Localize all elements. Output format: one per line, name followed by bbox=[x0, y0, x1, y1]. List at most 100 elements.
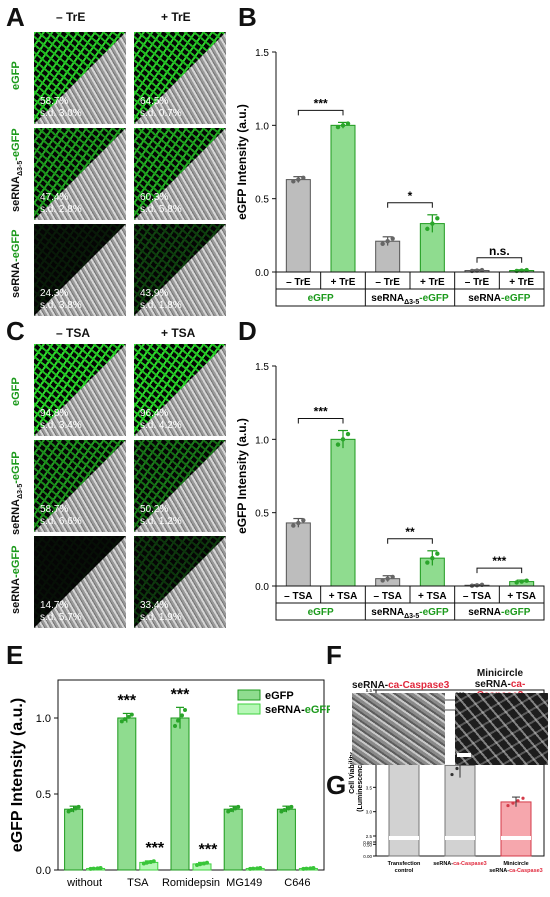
row-label-sub: Δ3-5 bbox=[17, 483, 25, 499]
panel-letter-d: D bbox=[238, 316, 257, 346]
data-point bbox=[148, 860, 153, 865]
data-point bbox=[521, 796, 525, 800]
bar bbox=[276, 808, 296, 871]
bar bbox=[330, 438, 356, 587]
data-point bbox=[516, 799, 520, 803]
significance-label: n.s. bbox=[489, 244, 510, 258]
micrograph: 58.7% s.d. 6.6% bbox=[34, 440, 126, 532]
bar bbox=[64, 808, 84, 871]
f-right-title-pre: seRNA- bbox=[474, 679, 511, 690]
data-point bbox=[301, 866, 306, 871]
data-point bbox=[514, 268, 519, 274]
group-label: seRNA-eGFP bbox=[468, 607, 531, 618]
row-label-post: -eGFP bbox=[10, 128, 22, 161]
data-point bbox=[282, 807, 287, 812]
x-tick-label: – TrE bbox=[286, 277, 311, 288]
y-tick-label: 0.5 bbox=[255, 195, 269, 206]
percent-label: 64.5% bbox=[140, 96, 169, 107]
micrograph: 33.4% s.d. 1.9% bbox=[134, 536, 226, 628]
panel-f-left-title: seRNA-ca-Caspase3 bbox=[352, 680, 449, 691]
group-label-part: seRNA bbox=[468, 293, 501, 304]
data-point bbox=[430, 221, 435, 226]
data-point bbox=[385, 239, 390, 244]
y-tick-label: 0.0 bbox=[255, 268, 269, 279]
sd-label: s.d. 2.8% bbox=[40, 204, 82, 215]
data-point bbox=[506, 803, 510, 808]
data-point bbox=[311, 866, 316, 871]
bar bbox=[117, 717, 137, 871]
group-label-part: eGFP bbox=[308, 607, 334, 618]
significance-bracket bbox=[476, 567, 523, 574]
percent-label: 24.3% bbox=[40, 288, 69, 299]
data-point bbox=[301, 518, 306, 523]
y-tick-label: 0.5 bbox=[255, 509, 269, 520]
micrograph-f-serna-caspase bbox=[352, 693, 445, 765]
data-point bbox=[296, 177, 301, 182]
y-axis-label: (Luminescence in RLU) bbox=[357, 734, 364, 812]
bar bbox=[170, 717, 190, 871]
col-header-minus-tsa: – TSA bbox=[56, 326, 91, 340]
data-point bbox=[345, 121, 351, 126]
micrograph: 43.9% s.d. 1.8% bbox=[134, 224, 226, 316]
percent-label: 60.3% bbox=[140, 192, 169, 203]
x-tick-label: + TrE bbox=[509, 277, 534, 288]
micrograph: 94.8% s.d. 3.4% bbox=[34, 344, 126, 436]
data-point bbox=[229, 807, 234, 812]
data-point bbox=[430, 555, 435, 561]
data-point bbox=[340, 123, 346, 128]
group-label: eGFP bbox=[308, 607, 334, 618]
row-label-pre: seRNA bbox=[10, 577, 22, 614]
y-tick-label: 1.0 bbox=[255, 121, 269, 132]
data-point bbox=[233, 806, 238, 811]
data-point bbox=[301, 175, 306, 181]
x-tick-label: + TSA bbox=[418, 591, 447, 602]
micrograph: 24.3% s.d. 3.8% bbox=[34, 224, 126, 316]
data-point bbox=[119, 719, 124, 724]
data-point bbox=[141, 861, 146, 866]
x-tick-label: Transfection control bbox=[388, 861, 421, 874]
sd-label: s.d. 1.8% bbox=[140, 300, 182, 311]
data-point bbox=[126, 714, 131, 719]
data-point bbox=[335, 124, 341, 130]
data-point bbox=[335, 442, 341, 447]
data-point bbox=[251, 866, 256, 871]
row-label-post: -eGFP bbox=[10, 451, 22, 484]
bar bbox=[223, 808, 243, 871]
x-tick-label: – TSA bbox=[373, 591, 401, 602]
y-tick-label: 0.0 bbox=[255, 582, 269, 593]
y-tick-label: 1.0 bbox=[36, 713, 51, 725]
x-tick-label: – TSA bbox=[284, 591, 312, 602]
significance-label: *** bbox=[314, 405, 328, 419]
f-left-title-red: ca-Caspase3 bbox=[388, 680, 450, 691]
data-point bbox=[236, 804, 241, 809]
data-point bbox=[95, 866, 100, 871]
data-point bbox=[514, 580, 519, 585]
group-label: seRNA-eGFP bbox=[468, 293, 531, 304]
significance-bracket bbox=[297, 418, 344, 424]
row-label-sub: Δ3-5 bbox=[17, 160, 25, 176]
bar bbox=[285, 179, 311, 273]
group-label-part: Δ3-5 bbox=[404, 613, 419, 620]
legend-label: seRNA-eGFP bbox=[265, 704, 330, 716]
percent-label: 47.4% bbox=[40, 192, 69, 203]
x-tick-label-red: ca-Caspase3 bbox=[509, 868, 543, 874]
y-tick-label: 0.00 bbox=[363, 854, 372, 859]
axis-break bbox=[445, 836, 475, 840]
data-point bbox=[390, 236, 395, 241]
percent-label: 58.7% bbox=[40, 504, 69, 515]
x-tick-label: – TrE bbox=[375, 277, 400, 288]
row-label-serna-egfp: seRNA-eGFP bbox=[10, 546, 22, 614]
data-point bbox=[98, 866, 103, 871]
f-left-title-pre: seRNA- bbox=[352, 680, 389, 691]
micrograph: 14.7% s.d. 5.7% bbox=[34, 536, 126, 628]
row-label-serna-delta-egfp: seRNAΔ3-5-eGFP bbox=[10, 128, 24, 212]
panel-letter-f: F bbox=[326, 640, 342, 670]
y-tick-label: 2.5 bbox=[366, 834, 373, 839]
sd-label: s.d. 3.8% bbox=[40, 300, 82, 311]
micrograph: 60.3% s.d. 5.8% bbox=[134, 128, 226, 220]
data-point bbox=[255, 866, 260, 871]
data-point bbox=[144, 860, 149, 865]
data-point bbox=[511, 801, 515, 805]
col-header-minus-tre: – TrE bbox=[56, 10, 86, 24]
chart-d-svg: 0.0 0.5 1.0 1.5 eGFP Intensity (a.u.) – TSA + … bbox=[235, 362, 545, 621]
